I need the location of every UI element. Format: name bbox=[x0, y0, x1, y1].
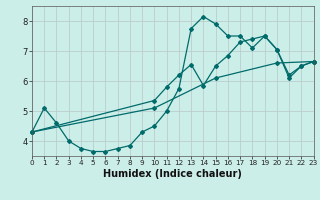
X-axis label: Humidex (Indice chaleur): Humidex (Indice chaleur) bbox=[103, 169, 242, 179]
